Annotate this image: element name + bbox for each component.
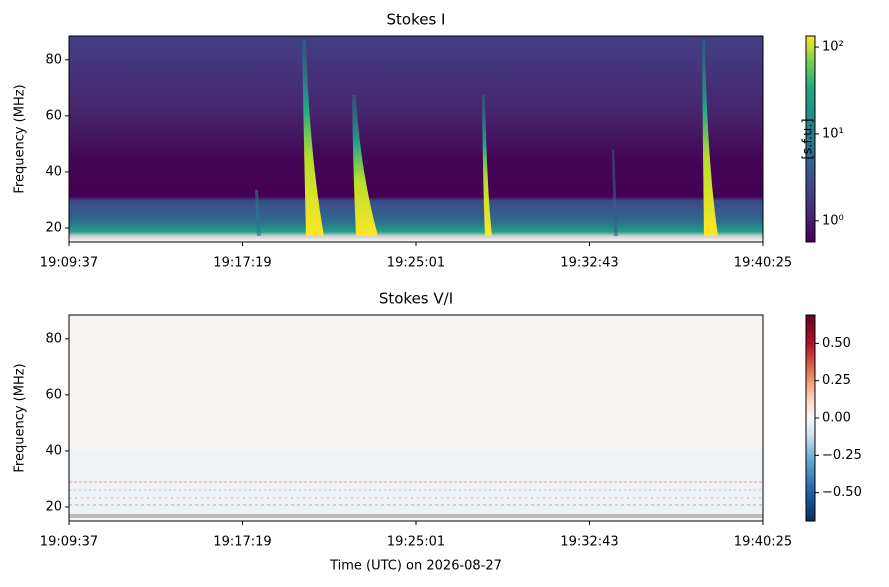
x-axis-label: Time (UTC) on 2026-08-27 bbox=[329, 559, 502, 574]
colorbar-label: [s.f.u.] bbox=[801, 118, 816, 159]
x-tick-label: 19:40:25 bbox=[734, 256, 792, 271]
x-tick-label: 19:32:43 bbox=[560, 256, 618, 271]
panel-title: Stokes I bbox=[387, 11, 446, 29]
y-tick-label: 80 bbox=[45, 331, 62, 346]
y-tick-label: 80 bbox=[45, 52, 62, 67]
x-tick-label: 19:09:37 bbox=[40, 256, 98, 271]
x-tick-label: 19:09:37 bbox=[40, 535, 98, 550]
colorbar-tick-label: 10¹ bbox=[822, 126, 844, 141]
x-tick-label: 19:40:25 bbox=[734, 535, 792, 550]
y-tick-label: 40 bbox=[45, 443, 62, 458]
panel-title: Stokes V/I bbox=[379, 290, 453, 308]
y-axis-label: Frequency (MHz) bbox=[13, 84, 28, 193]
x-tick-label: 19:25:01 bbox=[387, 256, 445, 271]
y-tick-label: 20 bbox=[45, 499, 62, 514]
spectrogram-i bbox=[69, 36, 763, 242]
x-tick-label: 19:32:43 bbox=[560, 535, 618, 550]
x-tick-label: 19:17:19 bbox=[213, 256, 271, 271]
colorbar-frame bbox=[805, 35, 816, 243]
colorbar-rdbu bbox=[806, 315, 815, 521]
colorbar-tick-label: 0.50 bbox=[822, 336, 851, 351]
colorbar-tick-label: 10⁰ bbox=[822, 213, 844, 228]
y-tick-label: 60 bbox=[45, 387, 62, 402]
y-axis-label: Frequency (MHz) bbox=[13, 363, 28, 472]
colorbar-tick-label: −0.25 bbox=[822, 448, 862, 463]
x-tick-label: 19:25:01 bbox=[387, 535, 445, 550]
colorbar-viridis bbox=[806, 36, 815, 242]
spectrogram-vi bbox=[69, 315, 763, 521]
y-tick-label: 60 bbox=[45, 108, 62, 123]
colorbar-tick-label: −0.50 bbox=[822, 485, 862, 500]
colorbar-tick-label: 0.00 bbox=[822, 411, 851, 426]
y-tick-label: 20 bbox=[45, 220, 62, 235]
y-tick-label: 40 bbox=[45, 164, 62, 179]
colorbar-tick-label: 10² bbox=[822, 40, 844, 55]
x-tick-label: 19:17:19 bbox=[213, 535, 271, 550]
colorbar-tick-label: 0.25 bbox=[822, 373, 851, 388]
